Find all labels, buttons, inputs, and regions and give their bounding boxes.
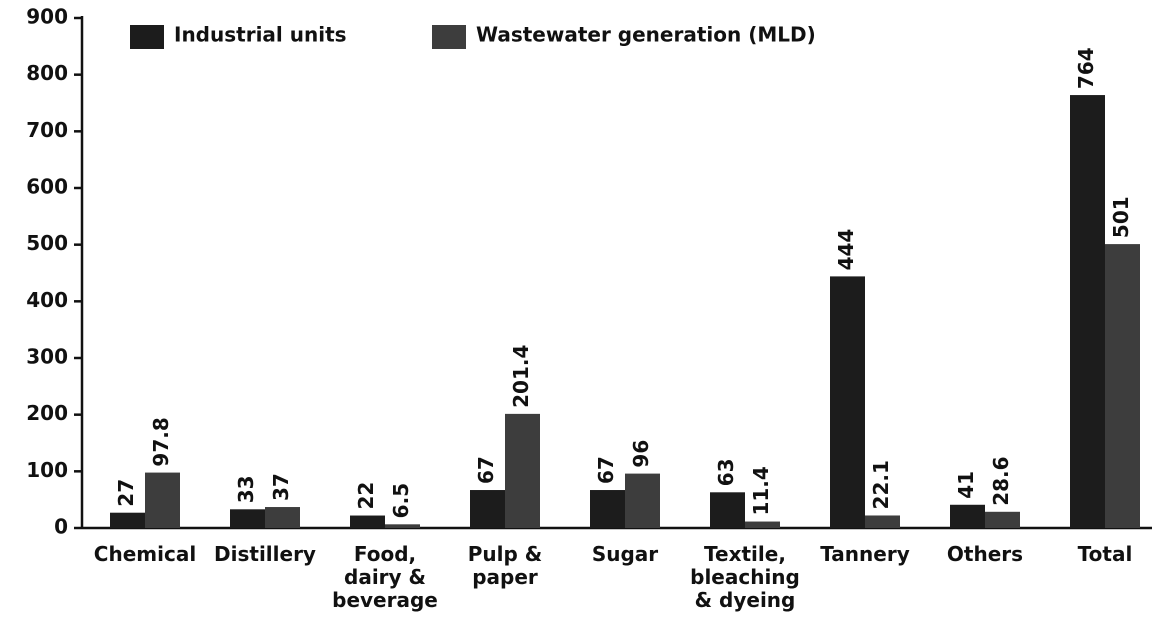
bar xyxy=(745,521,780,528)
bar xyxy=(830,276,865,528)
bar xyxy=(470,490,505,528)
y-tick-label: 800 xyxy=(26,61,68,85)
bar xyxy=(110,512,145,528)
bar xyxy=(145,472,180,528)
value-label: 67 xyxy=(594,456,618,484)
legend-swatch xyxy=(432,25,466,49)
y-tick-label: 500 xyxy=(26,231,68,255)
x-tick-label: Total xyxy=(1078,542,1133,566)
bar xyxy=(985,511,1020,528)
x-tick-label: Distillery xyxy=(214,542,316,566)
value-label: 22.1 xyxy=(869,460,893,509)
legend-label: Wastewater generation (MLD) xyxy=(476,23,816,47)
value-label: 501 xyxy=(1109,196,1133,238)
x-tick-label: Food, dairy & beverage xyxy=(332,542,438,612)
bar xyxy=(950,504,985,528)
bar xyxy=(505,413,540,528)
x-tick-label: Others xyxy=(947,542,1023,566)
value-label: 67 xyxy=(474,456,498,484)
y-tick-label: 700 xyxy=(26,118,68,142)
bar xyxy=(385,524,420,528)
y-tick-label: 600 xyxy=(26,175,68,199)
bar xyxy=(265,507,300,528)
value-label: 63 xyxy=(714,458,738,486)
x-tick-label: Sugar xyxy=(592,542,658,566)
bar xyxy=(590,490,625,528)
y-tick-label: 900 xyxy=(26,5,68,29)
value-label: 28.6 xyxy=(989,456,1013,505)
bar xyxy=(350,515,385,528)
bar xyxy=(1105,244,1140,528)
value-label: 6.5 xyxy=(389,483,413,518)
value-label: 764 xyxy=(1074,47,1098,89)
value-label: 33 xyxy=(234,475,258,503)
y-tick-label: 400 xyxy=(26,288,68,312)
value-label: 22 xyxy=(354,482,378,510)
value-label: 97.8 xyxy=(149,417,173,466)
y-tick-label: 300 xyxy=(26,345,68,369)
x-tick-label: Tannery xyxy=(820,542,910,566)
value-label: 27 xyxy=(114,479,138,507)
y-tick-label: 200 xyxy=(26,401,68,425)
x-tick-label: Chemical xyxy=(94,542,196,566)
y-tick-label: 100 xyxy=(26,458,68,482)
value-label: 444 xyxy=(834,229,858,271)
bar xyxy=(865,515,900,528)
legend-label: Industrial units xyxy=(174,23,347,47)
x-tick-label: Pulp & paper xyxy=(468,542,542,589)
bar xyxy=(625,473,660,528)
bar xyxy=(1070,95,1105,529)
value-label: 201.4 xyxy=(509,345,533,408)
legend-swatch xyxy=(130,25,164,49)
value-label: 41 xyxy=(954,471,978,499)
value-label: 37 xyxy=(269,473,293,501)
value-label: 11.4 xyxy=(749,466,773,515)
bar xyxy=(230,509,265,528)
y-tick-label: 0 xyxy=(54,515,68,539)
x-tick-label: Textile, bleaching & dyeing xyxy=(690,542,800,612)
value-label: 96 xyxy=(629,440,653,468)
bar xyxy=(710,492,745,528)
